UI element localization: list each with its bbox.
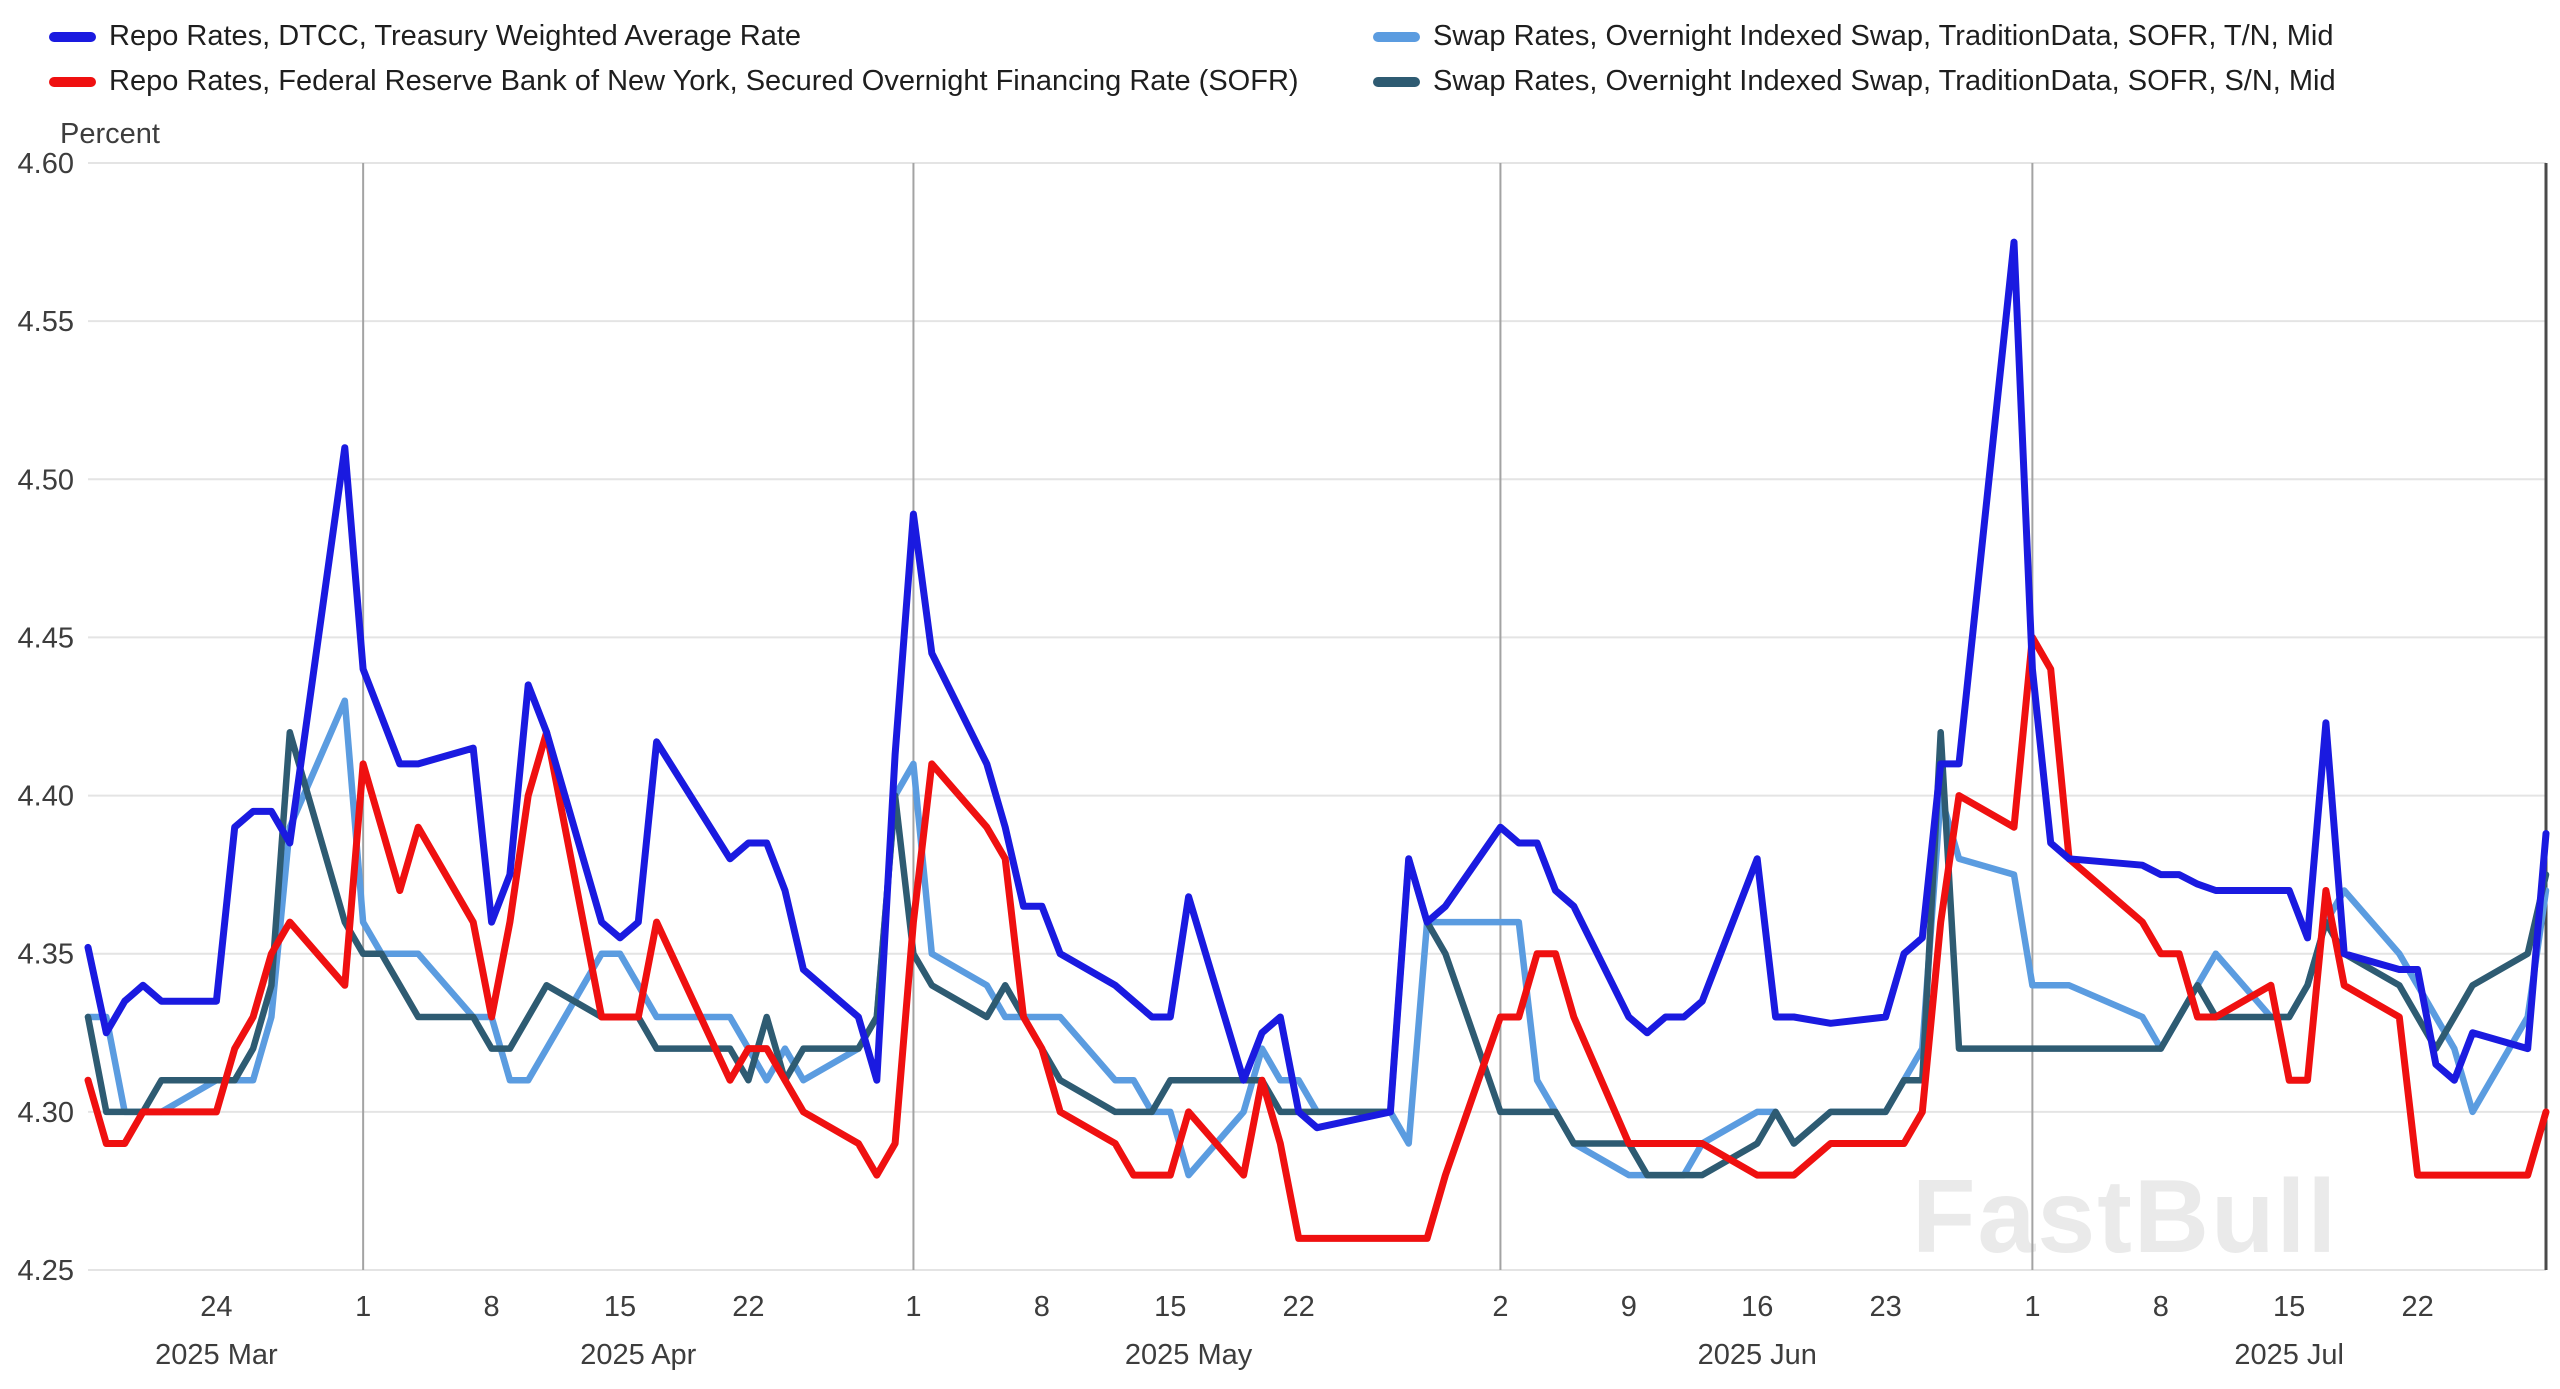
legend-swatch-repo-sofr-icon [49, 76, 96, 87]
y-axis-title: Percent [60, 118, 160, 150]
legend-swatch-repo-dtcc-icon [49, 31, 96, 42]
x-tick-label: 1 [905, 1291, 921, 1323]
series-line-ois-sofr-tn [84, 697, 2550, 1179]
legend-swatch-ois-sn-icon [1373, 76, 1420, 87]
legend-item-repo-dtcc[interactable]: Repo Rates, DTCC, Treasury Weighted Aver… [49, 14, 1299, 59]
x-tick-label: 22 [732, 1291, 764, 1323]
y-tick-label: 4.35 [18, 939, 74, 971]
y-tick-label: 4.60 [18, 148, 74, 180]
y-tick-label: 4.55 [18, 306, 74, 338]
legend: Repo Rates, DTCC, Treasury Weighted Aver… [49, 14, 2560, 110]
x-month-label: 2025 Jun [1698, 1339, 1817, 1371]
x-tick-label: 22 [1283, 1291, 1315, 1323]
y-tick-label: 4.50 [18, 464, 74, 496]
series-line-ois-sofr-sn [84, 729, 2550, 1179]
x-tick-label: 8 [1034, 1291, 1050, 1323]
legend-label-repo-dtcc: Repo Rates, DTCC, Treasury Weighted Aver… [109, 20, 802, 52]
legend-column-right: Swap Rates, Overnight Indexed Swap, Trad… [1373, 14, 2336, 104]
x-month-label: 2025 Apr [580, 1339, 696, 1371]
x-tick-label: 1 [355, 1291, 371, 1323]
series-line-repo-dtcc [84, 238, 2550, 1132]
x-tick-label: 22 [2401, 1291, 2433, 1323]
y-tick-label: 4.30 [18, 1097, 74, 1129]
x-tick-label: 16 [1741, 1291, 1773, 1323]
legend-label-repo-sofr: Repo Rates, Federal Reserve Bank of New … [109, 65, 1299, 97]
x-tick-label: 15 [1154, 1291, 1186, 1323]
x-tick-label: 8 [483, 1291, 499, 1323]
x-tick-label: 15 [2273, 1291, 2305, 1323]
x-tick-label: 9 [1621, 1291, 1637, 1323]
legend-swatch-ois-tn-icon [1373, 31, 1420, 42]
x-tick-label: 2 [1492, 1291, 1508, 1323]
x-month-label: 2025 Jul [2234, 1339, 2344, 1371]
legend-label-ois-tn: Swap Rates, Overnight Indexed Swap, Trad… [1433, 20, 2334, 52]
legend-item-ois-tn[interactable]: Swap Rates, Overnight Indexed Swap, Trad… [1373, 14, 2336, 59]
y-tick-label: 4.25 [18, 1255, 74, 1287]
legend-item-repo-sofr[interactable]: Repo Rates, Federal Reserve Bank of New … [49, 59, 1299, 104]
watermark: FastBull [1912, 1159, 2339, 1275]
x-tick-label: 24 [200, 1291, 232, 1323]
series-line-repo-sofr-nyfed [84, 633, 2550, 1242]
x-tick-label: 23 [1870, 1291, 1902, 1323]
legend-label-ois-sn: Swap Rates, Overnight Indexed Swap, Trad… [1433, 65, 2336, 97]
x-tick-label: 8 [2153, 1291, 2169, 1323]
x-tick-label: 1 [2024, 1291, 2040, 1323]
x-month-label: 2025 May [1125, 1339, 1253, 1371]
y-tick-label: 4.45 [18, 622, 74, 654]
x-tick-label: 15 [604, 1291, 636, 1323]
y-tick-label: 4.40 [18, 781, 74, 813]
x-month-label: 2025 Mar [155, 1339, 278, 1371]
legend-column-left: Repo Rates, DTCC, Treasury Weighted Aver… [49, 14, 1299, 104]
legend-item-ois-sn[interactable]: Swap Rates, Overnight Indexed Swap, Trad… [1373, 59, 2336, 104]
